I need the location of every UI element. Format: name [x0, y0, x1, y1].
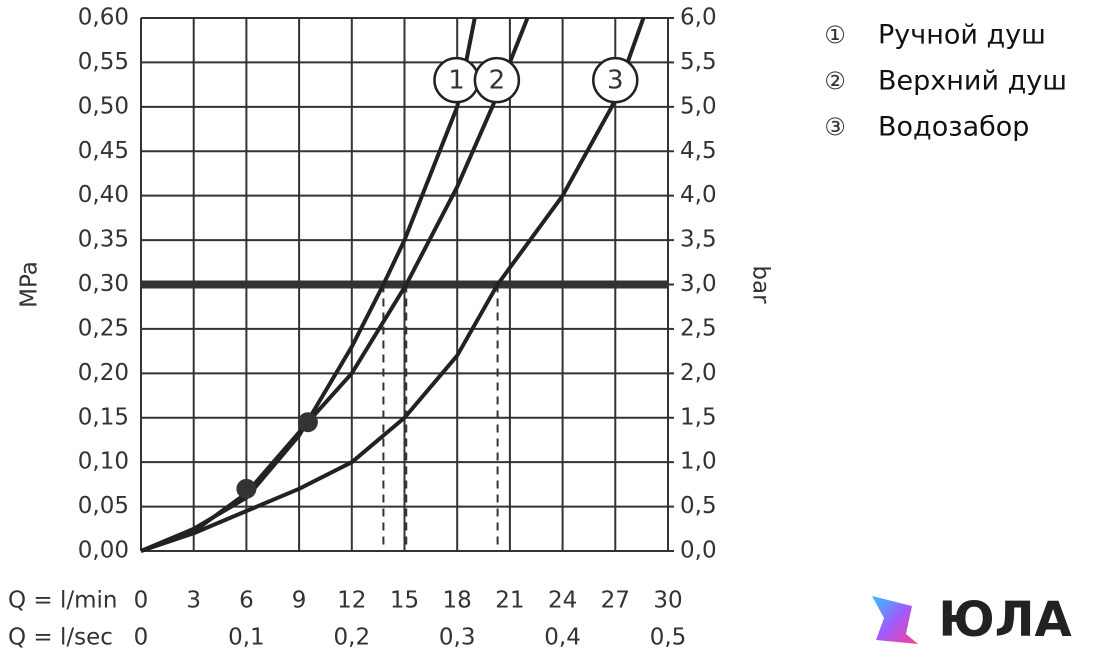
x2-tick-label: 0,1: [228, 625, 265, 651]
x-tick-label: 3: [186, 588, 201, 614]
y2-tick-label: 6,0: [680, 5, 717, 31]
y2-tick-label: 0,5: [680, 493, 717, 519]
x-tick-label: 18: [443, 588, 472, 614]
curve: [140, 17, 646, 553]
y-tick-label: 0,15: [78, 404, 129, 430]
legend-marker: ②: [824, 67, 846, 95]
legend-label: Водозабор: [878, 112, 1029, 143]
y-tick-label: 0,50: [78, 93, 129, 119]
x2-tick-label: 0,2: [334, 625, 371, 651]
y-tick-label: 0,10: [78, 449, 129, 475]
logo: ЮЛА: [938, 592, 1071, 648]
x-tick-label: 0: [134, 588, 149, 614]
y2-tick-label: 1,5: [680, 404, 717, 430]
logo-icon: [872, 596, 918, 644]
x-tick-label: 21: [495, 588, 524, 614]
y-tick-label: 0,35: [78, 227, 129, 253]
y2-tick-label: 2,0: [680, 360, 717, 386]
y-tick-label: 0,25: [78, 315, 129, 341]
x2-axis-label: Q = l/sec: [8, 625, 113, 651]
legend-label: Верхний душ: [878, 66, 1067, 97]
curve-label: 3: [607, 66, 624, 96]
x-tick-label: 12: [337, 588, 366, 614]
y2-tick-label: 5,5: [680, 49, 717, 75]
x-axis-label: Q = l/min: [8, 588, 118, 614]
y2-tick-label: 4,5: [680, 138, 717, 164]
curve-label: 1: [448, 66, 465, 96]
y2-tick-label: 3,5: [680, 227, 717, 253]
y-axis-label: MPa: [17, 261, 43, 308]
x2-tick-label: 0: [134, 625, 149, 651]
curve-label: 2: [489, 66, 506, 96]
legend-label: Ручной душ: [878, 20, 1046, 51]
x-tick-label: 24: [548, 588, 577, 614]
y2-tick-label: 5,0: [680, 93, 717, 119]
curve: [140, 17, 530, 553]
x-tick-label: 9: [292, 588, 307, 614]
curve-label-circle: [592, 56, 639, 104]
y2-tick-label: 2,5: [680, 315, 717, 341]
y-tick-label: 0,30: [78, 271, 129, 297]
y-tick-label: 0,40: [78, 182, 129, 208]
x-tick-label: 6: [239, 588, 254, 614]
curve-label-circle: [473, 56, 521, 104]
x2-tick-label: 0,4: [544, 625, 581, 651]
y-tick-label: 0,05: [78, 493, 129, 519]
y-tick-label: 0,45: [78, 138, 129, 164]
y-tick-label: 0,60: [78, 5, 129, 31]
x-tick-label: 15: [390, 588, 419, 614]
point: [236, 478, 257, 499]
point: [297, 412, 318, 433]
y2-axis-label: bar: [748, 265, 774, 304]
y2-tick-label: 1,0: [680, 449, 717, 475]
y2-tick-label: 4,0: [680, 182, 717, 208]
y-tick-label: 0,00: [78, 538, 129, 564]
legend-marker: ③: [824, 113, 846, 141]
x-tick-label: 30: [653, 588, 682, 614]
x2-tick-label: 0,3: [439, 625, 476, 651]
legend-marker: ①: [824, 21, 846, 49]
y-tick-label: 0,20: [78, 360, 129, 386]
x2-tick-label: 0,5: [650, 625, 687, 651]
x-tick-label: 27: [601, 588, 630, 614]
y-tick-label: 0,55: [78, 49, 129, 75]
y2-tick-label: 3,0: [680, 271, 717, 297]
y2-tick-label: 0,0: [680, 538, 717, 564]
